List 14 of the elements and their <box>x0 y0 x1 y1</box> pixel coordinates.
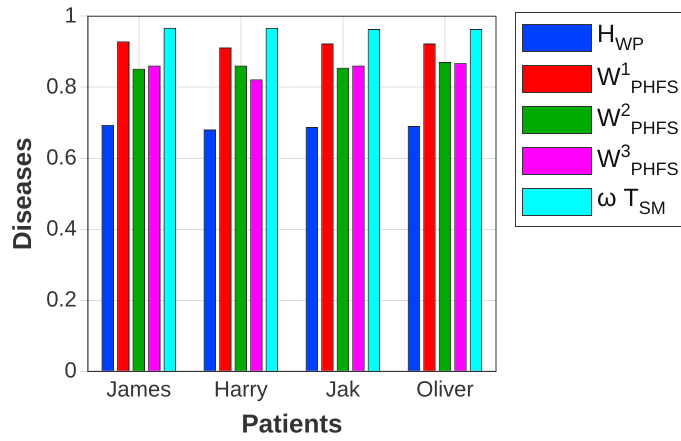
y-tick-label: 1 <box>64 2 77 28</box>
y-tick-label: 0.8 <box>46 73 77 98</box>
y-tick-label: 0.4 <box>46 215 77 240</box>
legend-label: H$_{WP}$ <box>597 20 644 55</box>
x-tick-label: James <box>106 376 172 402</box>
y-tick-label: 0.2 <box>46 286 77 312</box>
x-tick-label: Oliver <box>416 376 474 402</box>
y-axis-title: Diseases <box>6 137 37 250</box>
x-tick-label: Jak <box>326 376 362 402</box>
x-tick-label: Harry <box>214 376 268 402</box>
y-tick-label: 0.6 <box>46 144 77 170</box>
y-tick-label: 0 <box>64 357 77 382</box>
x-axis-title: Patients <box>241 408 342 439</box>
legend-label: ω T$_{SM}$ <box>597 184 666 219</box>
